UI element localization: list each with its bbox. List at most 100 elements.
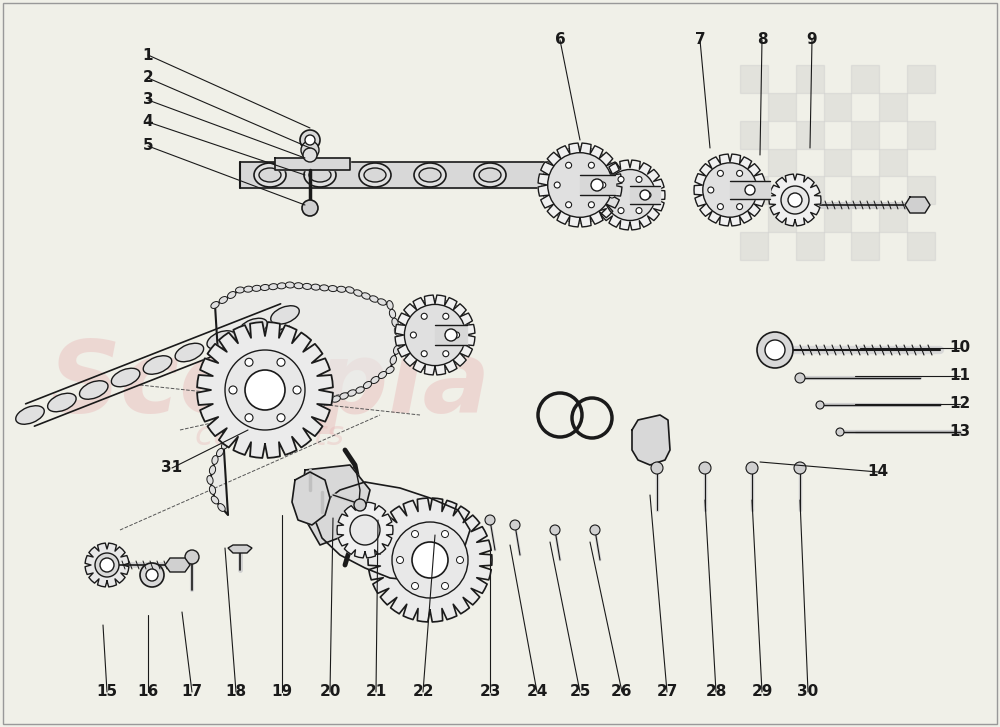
Circle shape <box>95 553 119 577</box>
Ellipse shape <box>276 410 284 417</box>
Circle shape <box>404 305 466 366</box>
Bar <box>851 65 879 93</box>
Circle shape <box>640 190 650 200</box>
Text: 12: 12 <box>949 396 971 411</box>
Circle shape <box>396 556 404 563</box>
Text: 1: 1 <box>143 47 153 63</box>
Text: 20: 20 <box>319 685 341 699</box>
Ellipse shape <box>221 441 229 449</box>
Ellipse shape <box>219 297 227 303</box>
Circle shape <box>445 329 457 341</box>
Polygon shape <box>197 322 333 458</box>
Ellipse shape <box>48 393 76 411</box>
Ellipse shape <box>371 377 379 384</box>
Text: 8: 8 <box>757 33 767 47</box>
Circle shape <box>229 386 237 394</box>
Bar <box>824 148 851 177</box>
Circle shape <box>100 558 114 572</box>
Ellipse shape <box>394 327 401 336</box>
Polygon shape <box>595 160 665 230</box>
Ellipse shape <box>216 449 224 457</box>
Text: 4: 4 <box>143 114 153 129</box>
Ellipse shape <box>356 387 364 393</box>
Ellipse shape <box>143 356 172 374</box>
Bar <box>851 177 879 204</box>
Circle shape <box>443 350 449 357</box>
Circle shape <box>456 556 464 563</box>
Text: 25: 25 <box>569 685 591 699</box>
Circle shape <box>277 358 285 366</box>
Circle shape <box>185 550 199 564</box>
Ellipse shape <box>207 331 236 349</box>
Text: 24: 24 <box>526 685 548 699</box>
Ellipse shape <box>328 286 337 292</box>
Text: 22: 22 <box>412 685 434 699</box>
Ellipse shape <box>392 318 398 327</box>
Ellipse shape <box>207 475 213 484</box>
Bar <box>768 204 796 232</box>
Ellipse shape <box>229 434 236 441</box>
Text: 27: 27 <box>656 685 678 699</box>
Circle shape <box>454 332 460 338</box>
Circle shape <box>399 299 471 371</box>
Ellipse shape <box>362 293 370 300</box>
Ellipse shape <box>324 399 332 405</box>
Ellipse shape <box>474 163 506 187</box>
Polygon shape <box>210 285 400 515</box>
Circle shape <box>245 358 253 366</box>
Ellipse shape <box>390 356 397 364</box>
Circle shape <box>412 531 418 537</box>
Ellipse shape <box>354 290 362 296</box>
Circle shape <box>765 340 785 360</box>
Text: 10: 10 <box>949 340 971 356</box>
Bar <box>796 121 824 148</box>
Ellipse shape <box>364 168 386 182</box>
Text: 18: 18 <box>225 685 247 699</box>
Circle shape <box>717 170 723 177</box>
Circle shape <box>600 182 606 188</box>
Polygon shape <box>228 545 252 553</box>
Circle shape <box>485 515 495 525</box>
Ellipse shape <box>332 395 340 402</box>
Circle shape <box>303 148 317 162</box>
Ellipse shape <box>311 284 320 290</box>
Polygon shape <box>315 482 470 580</box>
Ellipse shape <box>479 168 501 182</box>
Circle shape <box>636 208 642 214</box>
Text: 26: 26 <box>611 685 633 699</box>
Ellipse shape <box>286 282 294 288</box>
Ellipse shape <box>79 381 108 399</box>
Ellipse shape <box>346 286 354 293</box>
Bar <box>879 148 907 177</box>
Circle shape <box>781 186 809 214</box>
Ellipse shape <box>211 496 219 504</box>
Ellipse shape <box>209 465 216 475</box>
Circle shape <box>442 582 448 590</box>
Text: 6: 6 <box>555 33 565 47</box>
Text: 31: 31 <box>161 460 183 475</box>
Circle shape <box>245 370 285 410</box>
Circle shape <box>600 165 660 225</box>
Circle shape <box>698 158 762 222</box>
Ellipse shape <box>209 486 216 494</box>
Bar <box>740 232 768 260</box>
Polygon shape <box>165 558 190 572</box>
Ellipse shape <box>414 163 446 187</box>
Ellipse shape <box>252 285 261 292</box>
Bar <box>740 177 768 204</box>
Ellipse shape <box>378 371 387 379</box>
Circle shape <box>609 192 615 198</box>
Ellipse shape <box>286 407 294 413</box>
Ellipse shape <box>363 382 372 388</box>
Bar <box>907 232 935 260</box>
Text: car parts: car parts <box>195 419 345 451</box>
Ellipse shape <box>303 284 312 289</box>
Circle shape <box>350 515 380 545</box>
Ellipse shape <box>304 163 336 187</box>
Ellipse shape <box>277 283 286 289</box>
Circle shape <box>745 185 755 195</box>
Circle shape <box>510 520 520 530</box>
Circle shape <box>618 208 624 214</box>
Polygon shape <box>395 295 475 375</box>
Ellipse shape <box>337 286 346 292</box>
